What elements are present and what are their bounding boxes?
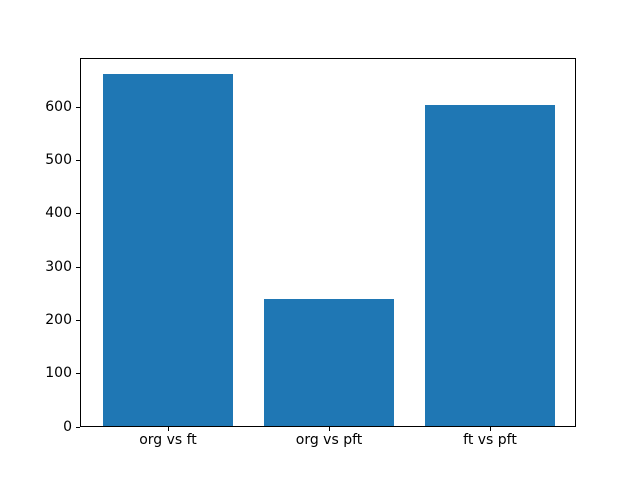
bar-ft-vs-pft (425, 105, 555, 426)
x-tick-mark (329, 427, 330, 431)
x-tick-mark (168, 427, 169, 431)
x-tick-label: ft vs pft (463, 432, 517, 448)
y-tick-mark (76, 213, 80, 214)
y-tick-label: 200 (45, 312, 72, 328)
y-tick-label: 600 (45, 99, 72, 115)
y-tick-label: 400 (45, 205, 72, 221)
y-tick-mark (76, 160, 80, 161)
x-tick-label: org vs pft (295, 432, 363, 448)
y-tick-mark (76, 107, 80, 108)
bar-org-vs-pft (264, 299, 394, 426)
y-tick-label: 500 (45, 152, 72, 168)
y-tick-label: 100 (45, 365, 72, 381)
y-tick-label: 300 (45, 259, 72, 275)
y-tick-label: 0 (63, 419, 72, 435)
y-tick-mark (76, 267, 80, 268)
bar-org-vs-ft (103, 74, 233, 426)
x-tick-label: org vs ft (139, 432, 197, 448)
y-tick-mark (76, 373, 80, 374)
x-tick-mark (490, 427, 491, 431)
y-tick-mark (76, 320, 80, 321)
y-tick-mark (76, 427, 80, 428)
